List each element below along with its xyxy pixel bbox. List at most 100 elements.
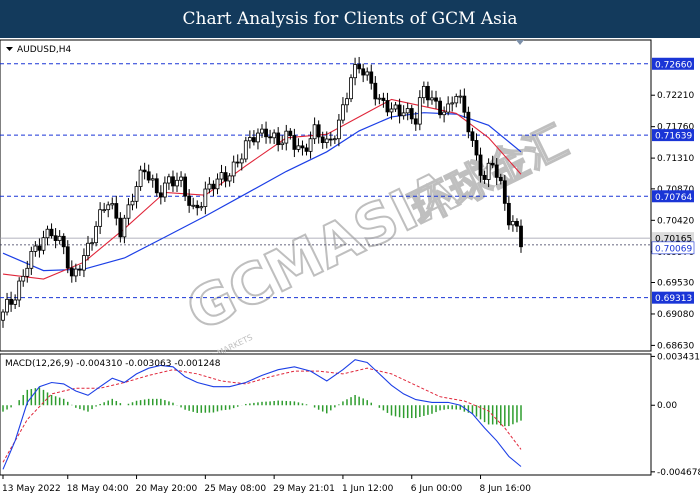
- candle-down: [288, 130, 293, 136]
- candle-up: [13, 299, 18, 305]
- candle-up: [41, 237, 46, 251]
- candle-up: [417, 97, 422, 125]
- candle-down: [320, 136, 325, 144]
- candle-up: [401, 112, 406, 117]
- candle-down: [519, 225, 523, 248]
- candle-up: [102, 209, 107, 212]
- candle-down: [494, 164, 499, 178]
- dropdown-triangle-icon[interactable]: [6, 47, 13, 51]
- level-price-label-box: [652, 129, 694, 142]
- macd-lines: [2, 359, 522, 470]
- candle-up: [324, 138, 329, 144]
- candle-down: [235, 161, 240, 164]
- candle-down: [409, 108, 414, 120]
- candle-down: [438, 100, 442, 116]
- candle-up: [29, 251, 34, 269]
- candle-down: [268, 136, 272, 139]
- candle-up: [332, 138, 337, 141]
- price-tick-label: 0.70870: [657, 185, 694, 195]
- candle-down: [53, 235, 58, 241]
- candle-up: [199, 206, 204, 209]
- macd-tick-label: -0.004678: [657, 468, 700, 478]
- macd-axis: 0.003431 0.00 -0.004678: [651, 352, 700, 478]
- candle-down: [502, 180, 507, 204]
- candle-up: [458, 95, 463, 98]
- candle-down: [223, 172, 228, 182]
- candle-up: [82, 255, 86, 271]
- candle-down: [316, 124, 321, 138]
- candle-up: [349, 77, 353, 100]
- time-tick-label: 18 May 04:00: [67, 484, 129, 494]
- candle-down: [183, 176, 188, 197]
- candle-up: [511, 221, 515, 226]
- candle-up: [308, 138, 313, 152]
- candle-up: [215, 178, 220, 190]
- macd-plot-frame: [0, 353, 652, 476]
- candle-down: [462, 95, 467, 113]
- candle-up: [247, 137, 252, 142]
- level-price-labels: 0.72660 0.71639 0.70764 0.70069 0.69313 0.701…: [651, 57, 695, 304]
- candle-down: [69, 267, 74, 277]
- candle-down: [187, 195, 192, 206]
- candle-down: [158, 192, 163, 198]
- candle-down: [369, 71, 374, 84]
- candle-down: [381, 97, 386, 101]
- candle-down: [77, 268, 82, 271]
- candle-down: [211, 183, 216, 190]
- candle-up: [219, 172, 224, 180]
- level-price-label-box: [652, 291, 694, 304]
- candle-up: [5, 298, 9, 313]
- macd-tick-label: 0.003431: [657, 352, 700, 362]
- price-chart: GCMASIA 环球金汇 © GLOBAL CAPITAL MARKETS 0.…: [0, 39, 700, 494]
- candle-up: [21, 275, 26, 282]
- candle-down: [146, 171, 151, 181]
- level-price-label-box: [652, 190, 694, 203]
- candle-down: [252, 137, 256, 143]
- candle-up: [284, 130, 289, 144]
- candle-up: [191, 204, 196, 207]
- candle-up: [33, 245, 38, 252]
- candle-up: [90, 242, 94, 245]
- candle-up: [377, 97, 382, 100]
- candle-down: [466, 111, 471, 133]
- level-price-label: 0.72660: [655, 60, 692, 70]
- candle-up: [442, 111, 447, 116]
- candle-down: [478, 154, 483, 176]
- candle-up: [162, 182, 167, 198]
- candle-up: [231, 161, 236, 177]
- candlesticks: [1, 56, 523, 328]
- candle-down: [434, 97, 438, 102]
- level-price-label: 0.70069: [655, 244, 692, 254]
- candle-up: [167, 176, 171, 184]
- candle-up: [260, 128, 264, 134]
- candle-down: [361, 68, 366, 76]
- level-price-label: 0.69313: [655, 294, 692, 304]
- shift-marker-icon[interactable]: [516, 40, 524, 45]
- candle-up: [25, 267, 30, 277]
- candle-up: [421, 85, 426, 99]
- candle-down: [304, 147, 309, 152]
- macd-panel: 0.003431 0.00 -0.004678 MACD(12,26,9) -0.0…: [0, 352, 700, 478]
- candle-up: [179, 176, 183, 181]
- main-panel: GCMASIA 环球金汇 © GLOBAL CAPITAL MARKETS 0.…: [0, 39, 695, 393]
- time-tick-label: 20 May 20:00: [136, 484, 198, 494]
- macd-main-line: [2, 359, 522, 470]
- price-tick-label: 0.71310: [657, 154, 694, 164]
- candle-down: [142, 169, 147, 173]
- candle-up: [86, 242, 90, 256]
- candle-up: [138, 169, 143, 187]
- candle-up: [126, 204, 131, 219]
- candle-up: [134, 186, 139, 202]
- candle-down: [474, 140, 479, 156]
- candle-up: [130, 200, 135, 206]
- candle-up: [98, 209, 103, 227]
- candle-down: [506, 202, 511, 226]
- title-bar: Chart Analysis for Clients of GCM Asia: [0, 0, 700, 38]
- candle-up: [486, 162, 491, 180]
- candle-up: [312, 124, 317, 140]
- candle-up: [45, 228, 50, 239]
- time-tick-label: 1 Jun 12:00: [342, 484, 394, 494]
- candle-down: [9, 298, 13, 305]
- candle-up: [341, 104, 345, 121]
- candle-down: [292, 135, 297, 150]
